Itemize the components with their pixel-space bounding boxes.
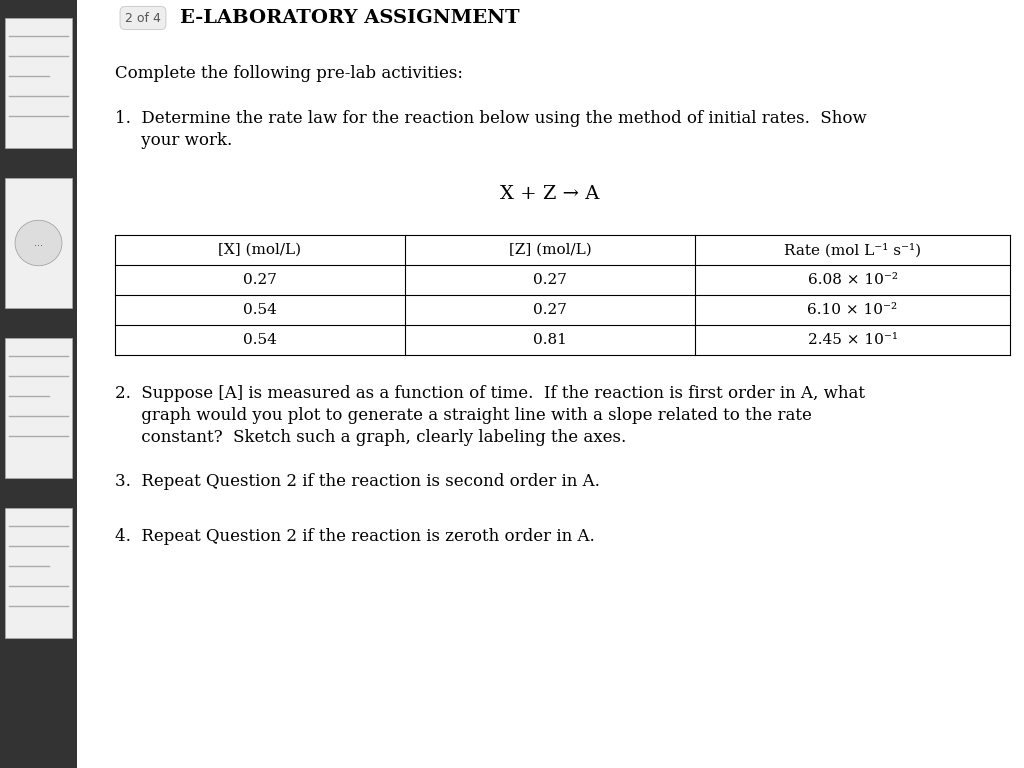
Text: [X] (mol/L): [X] (mol/L) xyxy=(218,243,301,257)
Text: graph would you plot to generate a straight line with a slope related to the rat: graph would you plot to generate a strai… xyxy=(115,407,812,424)
Text: Rate (mol L⁻¹ s⁻¹): Rate (mol L⁻¹ s⁻¹) xyxy=(784,243,921,257)
Text: 4.  Repeat Question 2 if the reaction is zeroth order in A.: 4. Repeat Question 2 if the reaction is … xyxy=(115,528,595,545)
Text: E-LABORATORY ASSIGNMENT: E-LABORATORY ASSIGNMENT xyxy=(180,9,519,27)
Text: 6.08 × 10⁻²: 6.08 × 10⁻² xyxy=(808,273,897,287)
Text: 2.  Suppose [A] is measured as a function of time.  If the reaction is first ord: 2. Suppose [A] is measured as a function… xyxy=(115,385,865,402)
Text: 0.54: 0.54 xyxy=(243,303,276,317)
Text: X + Z → A: X + Z → A xyxy=(501,185,600,203)
Text: 0.27: 0.27 xyxy=(534,303,567,317)
Bar xyxy=(5,18,72,148)
Text: 0.81: 0.81 xyxy=(534,333,567,347)
Bar xyxy=(0,0,77,768)
Text: 2.45 × 10⁻¹: 2.45 × 10⁻¹ xyxy=(808,333,897,347)
Text: 0.27: 0.27 xyxy=(534,273,567,287)
Text: constant?  Sketch such a graph, clearly labeling the axes.: constant? Sketch such a graph, clearly l… xyxy=(115,429,627,446)
Text: 1.  Determine the rate law for the reaction below using the method of initial ra: 1. Determine the rate law for the reacti… xyxy=(115,110,866,127)
Text: [Z] (mol/L): [Z] (mol/L) xyxy=(509,243,592,257)
Text: ...: ... xyxy=(34,238,43,248)
Text: 0.27: 0.27 xyxy=(243,273,276,287)
Text: your work.: your work. xyxy=(115,132,232,149)
Text: 2 of 4: 2 of 4 xyxy=(125,12,161,25)
Ellipse shape xyxy=(15,220,61,266)
Bar xyxy=(5,508,72,638)
Text: 3.  Repeat Question 2 if the reaction is second order in A.: 3. Repeat Question 2 if the reaction is … xyxy=(115,473,600,490)
Bar xyxy=(5,338,72,478)
Text: 6.10 × 10⁻²: 6.10 × 10⁻² xyxy=(808,303,898,317)
Text: Complete the following pre-lab activities:: Complete the following pre-lab activitie… xyxy=(115,65,463,82)
Text: 0.54: 0.54 xyxy=(243,333,276,347)
Bar xyxy=(5,178,72,308)
